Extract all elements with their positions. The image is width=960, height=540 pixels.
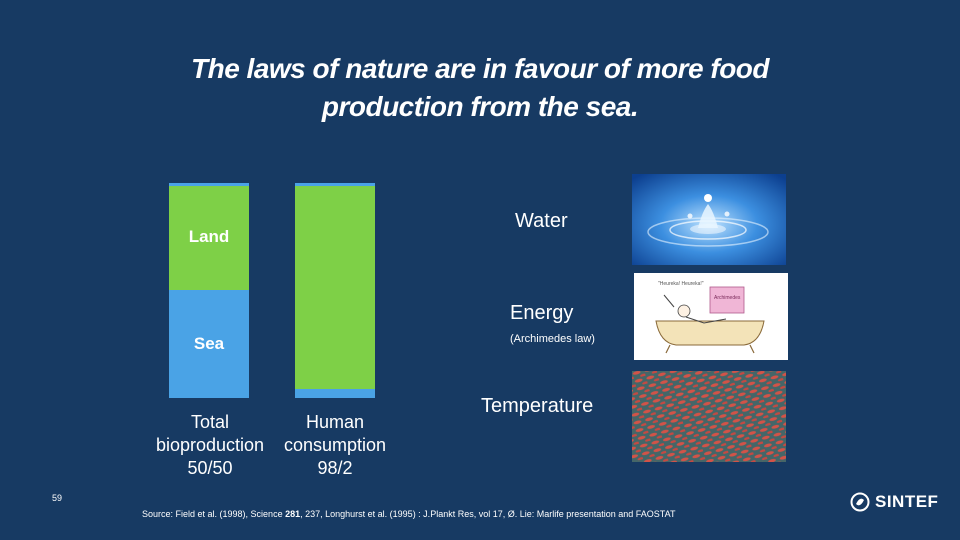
fish-school-icon: [632, 371, 786, 462]
factor-water: Water: [515, 210, 568, 232]
archimedes-sketch-image: "Heureka! Heureka!" Archimedes: [634, 273, 788, 360]
bar-human-consumption: [295, 183, 375, 398]
fish-school-image: [632, 371, 786, 462]
category-line: Human: [305, 412, 365, 432]
bar-segment-sea: [169, 290, 249, 398]
title-line-2: production from the sea.: [120, 88, 840, 126]
factor-energy-note: (Archimedes law): [510, 333, 595, 345]
category-label-total-bioproduction: Total bioproduction 50/50: [145, 411, 275, 480]
source-suffix: , 237, Longhurst et al. (1995) : J.Plank…: [300, 509, 676, 519]
factor-temperature: Temperature: [481, 395, 594, 417]
title-line-1: The laws of nature are in favour of more…: [190, 53, 770, 84]
bar-total-bioproduction: Land Sea: [169, 183, 249, 398]
slide-number: 59: [52, 493, 63, 503]
water-drop-icon: [632, 174, 786, 265]
bar-label-land: Land: [188, 226, 230, 246]
bathtub-icon: "Heureka! Heureka!" Archimedes: [655, 281, 765, 354]
bar-segment-land: [295, 183, 375, 389]
water-splash-image: [632, 174, 786, 265]
category-line: Total: [190, 412, 230, 432]
source-prefix: Source: Field et al. (1998), Science: [142, 509, 286, 519]
bar-segment-sea: [295, 389, 375, 398]
factor-energy: Energy: [510, 302, 574, 324]
slide-title: The laws of nature are in favour of more…: [120, 50, 840, 126]
source-citation: Source: Field et al. (1998), Science 281…: [142, 509, 675, 519]
sketch-sign: Archimedes: [714, 295, 741, 301]
sintef-logo: SINTEF: [850, 492, 938, 512]
bar-segment-land: [169, 183, 249, 290]
title-period: .: [630, 91, 639, 122]
category-line: 98/2: [317, 458, 353, 478]
bar-label-sea: Sea: [193, 334, 225, 353]
category-label-human-consumption: Human consumption 98/2: [270, 411, 400, 480]
sintef-logo-text: SINTEF: [875, 492, 939, 511]
category-line: 50/50: [187, 458, 233, 478]
title-line-2-text: production from the sea: [321, 91, 631, 122]
sintef-logo-icon: [850, 492, 870, 512]
category-line: consumption: [283, 435, 387, 455]
sketch-caption: "Heureka! Heureka!": [658, 281, 704, 287]
source-volume: 281: [285, 509, 301, 519]
category-line: bioproduction: [155, 435, 265, 455]
